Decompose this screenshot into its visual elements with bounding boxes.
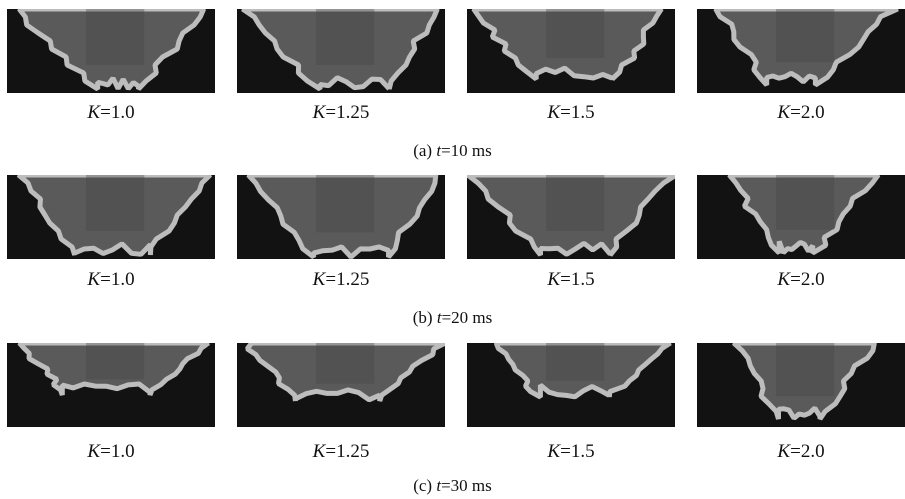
shading-band <box>316 343 375 384</box>
shading-band <box>546 175 605 231</box>
panel-c-2 <box>237 343 445 427</box>
panel-label: K=1.5 <box>547 269 595 290</box>
panel-b-3 <box>467 175 675 259</box>
crater-cavity-shape <box>245 343 445 403</box>
panel-label: K=1.25 <box>312 102 370 123</box>
panel-label: K=1.5 <box>547 441 595 462</box>
shading-band <box>776 9 835 63</box>
panel-c-1 <box>7 343 215 427</box>
shading-band <box>776 343 835 397</box>
shading-band <box>546 9 605 58</box>
crater-cavity-shape <box>241 9 440 92</box>
panel-label: K=2.0 <box>777 441 825 462</box>
panel-label: K=1.25 <box>312 441 370 462</box>
shading-band <box>316 9 375 65</box>
panel-a-3 <box>467 9 675 93</box>
panel-a-2 <box>237 9 445 93</box>
panel-label: K=2.0 <box>777 269 825 290</box>
panel-label: K=1.25 <box>312 269 370 290</box>
crater-profile-image <box>713 9 899 88</box>
crater-cavity-shape <box>727 175 881 256</box>
shading-band <box>776 175 835 230</box>
crater-profile-image <box>16 175 212 257</box>
row-caption: (b) t=20 ms <box>412 308 493 327</box>
row-caption: (c) t=30 ms <box>413 476 492 495</box>
crater-profile-image <box>732 343 877 421</box>
panel-c-4 <box>697 343 905 427</box>
crater-cavity-shape <box>467 175 675 257</box>
crater-profile-image <box>241 9 440 92</box>
panel-label: K=1.0 <box>87 102 135 123</box>
panel-label: K=1.0 <box>87 441 135 462</box>
panel-label: K=1.5 <box>547 102 595 123</box>
crater-cavity-shape <box>246 175 439 259</box>
crater-profile-image <box>493 343 672 400</box>
crater-cavity-shape <box>16 175 212 257</box>
crater-cavity-shape <box>17 9 206 92</box>
crater-profile-image <box>245 343 445 403</box>
crater-cavity-shape <box>471 9 664 81</box>
crater-cavity-shape <box>493 343 672 400</box>
shading-band <box>546 343 605 381</box>
shading-band <box>316 175 375 233</box>
crater-profile-image <box>246 175 439 259</box>
panel-b-4 <box>697 175 905 259</box>
panel-a-4 <box>697 9 905 93</box>
panel-label: K=2.0 <box>777 102 825 123</box>
panel-b-1 <box>7 175 215 259</box>
crater-cavity-shape <box>713 9 899 88</box>
panel-a-1 <box>7 9 215 93</box>
crater-profile-image <box>467 175 675 257</box>
panel-label: K=1.0 <box>87 269 135 290</box>
crater-profile-image <box>17 343 210 396</box>
row-caption: (a) t=10 ms <box>413 141 492 160</box>
shading-band <box>86 343 145 380</box>
crater-cavity-shape <box>17 343 210 396</box>
panel-b-2 <box>237 175 445 259</box>
crater-profile-image <box>727 175 881 256</box>
crater-profile-image <box>17 9 206 92</box>
crater-cavity-shape <box>732 343 877 421</box>
panel-c-3 <box>467 343 675 427</box>
shading-band <box>86 9 145 65</box>
shading-band <box>86 175 145 231</box>
crater-profile-image <box>471 9 664 81</box>
